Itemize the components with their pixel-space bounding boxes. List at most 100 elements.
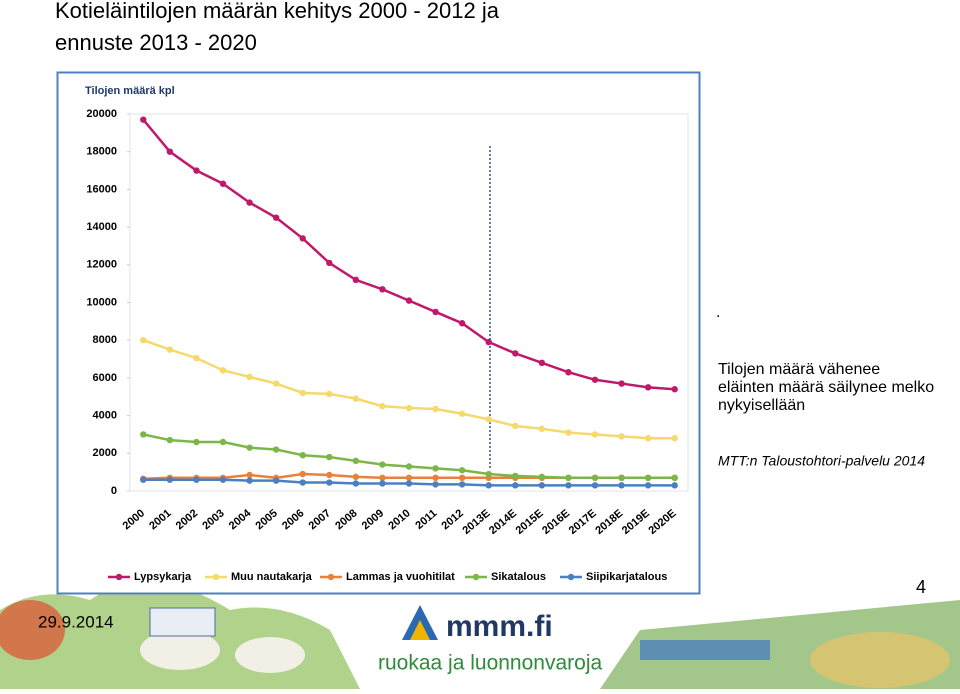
point bbox=[671, 482, 678, 489]
point bbox=[565, 369, 572, 376]
y-tick-label: 16000 bbox=[86, 183, 117, 195]
legend-label: Siipikarjatalous bbox=[586, 571, 667, 583]
point bbox=[140, 431, 147, 438]
date: 29.9.2014 bbox=[38, 612, 114, 631]
legend-label: Sikatalous bbox=[491, 571, 546, 583]
legend-marker bbox=[115, 573, 123, 581]
point bbox=[166, 436, 174, 444]
y-axis-title: Tilojen määrä kpl bbox=[85, 85, 175, 97]
point bbox=[352, 276, 360, 284]
point bbox=[326, 390, 333, 398]
point bbox=[644, 482, 652, 489]
point bbox=[166, 346, 174, 353]
point bbox=[485, 470, 492, 478]
point bbox=[512, 472, 519, 480]
point bbox=[405, 463, 413, 470]
point bbox=[618, 482, 625, 489]
y-tick-label: 2000 bbox=[93, 447, 117, 459]
point bbox=[485, 338, 492, 346]
point bbox=[299, 235, 306, 242]
point bbox=[352, 395, 360, 402]
point bbox=[432, 465, 439, 472]
point bbox=[538, 425, 546, 432]
point bbox=[458, 320, 466, 327]
point bbox=[379, 286, 386, 293]
point bbox=[219, 367, 227, 374]
point bbox=[432, 481, 439, 488]
logo: mmm.fi bbox=[446, 610, 553, 643]
point bbox=[458, 467, 466, 474]
point bbox=[352, 473, 360, 481]
point bbox=[618, 474, 625, 482]
point bbox=[326, 259, 333, 267]
point bbox=[246, 199, 253, 206]
point bbox=[644, 474, 652, 482]
point bbox=[166, 476, 174, 483]
point bbox=[432, 308, 439, 316]
footer-art bbox=[0, 582, 960, 689]
legend-label: Muu nautakarja bbox=[231, 571, 313, 583]
legend-marker bbox=[212, 573, 220, 581]
y-tick-label: 4000 bbox=[93, 410, 117, 422]
point bbox=[458, 474, 466, 482]
point bbox=[644, 435, 652, 442]
point bbox=[299, 451, 306, 459]
point bbox=[246, 444, 253, 451]
point bbox=[140, 337, 147, 344]
legend-label: Lypsykarja bbox=[134, 571, 192, 583]
point bbox=[565, 429, 572, 436]
point bbox=[272, 446, 280, 453]
point bbox=[458, 481, 466, 488]
point bbox=[405, 480, 413, 487]
point bbox=[671, 435, 678, 442]
point bbox=[538, 359, 546, 367]
page-number: 4 bbox=[916, 577, 926, 597]
point bbox=[485, 482, 492, 489]
y-tick-label: 8000 bbox=[93, 334, 117, 346]
point bbox=[485, 416, 492, 423]
point bbox=[671, 474, 678, 482]
chart-frame bbox=[56, 71, 701, 595]
y-tick-label: 6000 bbox=[93, 372, 117, 384]
point bbox=[352, 480, 360, 487]
point bbox=[193, 354, 200, 362]
point bbox=[618, 433, 625, 440]
point bbox=[299, 389, 306, 397]
point bbox=[246, 477, 253, 484]
point bbox=[326, 471, 333, 479]
point bbox=[379, 402, 386, 410]
legend-marker bbox=[567, 573, 575, 581]
note: eläinten määrä säilynee melko bbox=[718, 379, 934, 396]
point bbox=[219, 438, 227, 446]
point bbox=[512, 350, 519, 357]
point bbox=[565, 482, 572, 489]
point bbox=[591, 482, 599, 489]
point bbox=[671, 386, 678, 393]
point bbox=[193, 438, 200, 446]
point bbox=[246, 373, 253, 381]
point bbox=[272, 214, 280, 221]
point bbox=[538, 473, 546, 481]
point bbox=[326, 453, 333, 461]
y-tick-label: 14000 bbox=[86, 221, 117, 233]
point bbox=[591, 376, 599, 383]
point bbox=[512, 422, 519, 430]
slide-title: Kotieläintilojen määrän kehitys 2000 - 2… bbox=[55, 0, 500, 23]
point bbox=[432, 405, 439, 413]
point bbox=[405, 404, 413, 412]
point bbox=[591, 431, 599, 438]
point bbox=[246, 471, 253, 479]
point bbox=[405, 297, 413, 304]
slogan: ruokaa ja luonnonvaroja bbox=[378, 652, 602, 675]
point bbox=[379, 461, 386, 468]
point bbox=[140, 476, 147, 483]
point bbox=[272, 477, 280, 484]
legend-marker bbox=[472, 573, 480, 581]
point bbox=[591, 474, 599, 482]
point bbox=[512, 482, 519, 489]
point bbox=[405, 474, 413, 482]
point bbox=[140, 116, 147, 123]
y-tick-label: 10000 bbox=[86, 296, 117, 308]
point bbox=[219, 476, 227, 483]
